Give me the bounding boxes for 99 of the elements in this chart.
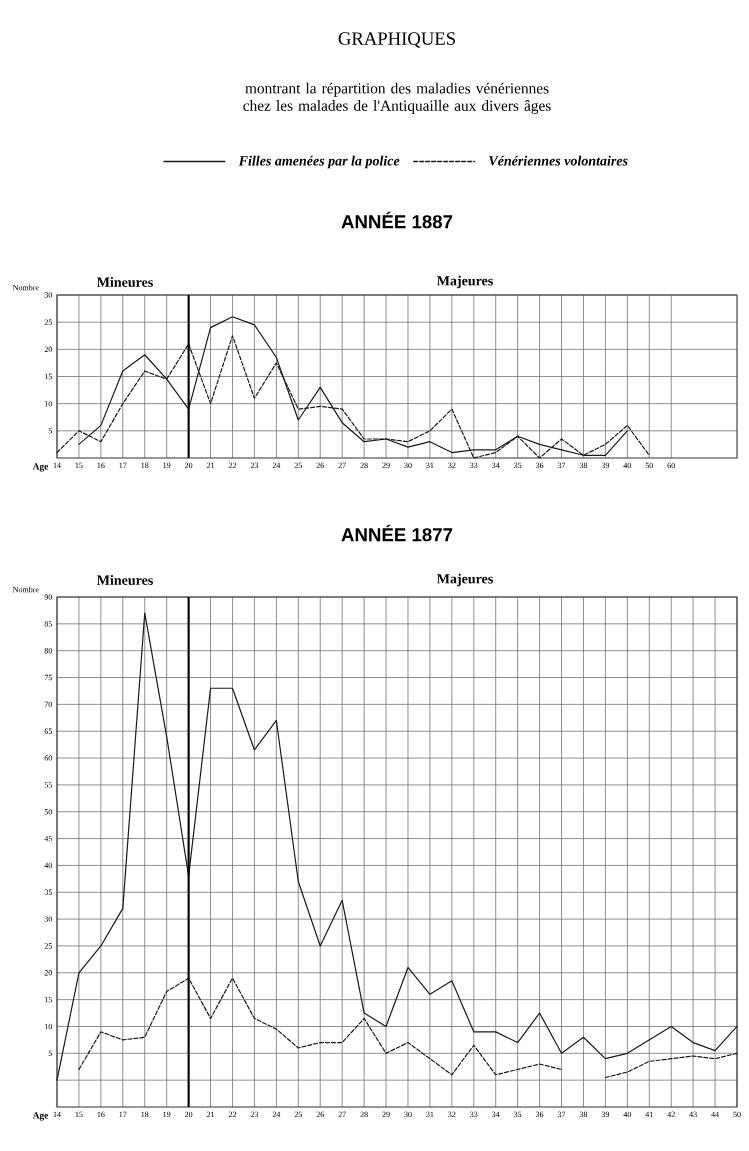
- y-tick-label: 25: [44, 319, 52, 325]
- x-tick-label: 50: [733, 1111, 741, 1118]
- x-tick-label: 17: [119, 1111, 127, 1117]
- chart-title: ANNÉE 1877: [341, 524, 453, 542]
- text: Mineures: [96, 277, 153, 287]
- x-tick-label: 28: [360, 462, 368, 469]
- x-tick-label: 18: [141, 462, 149, 469]
- y-tick-label: 20: [44, 970, 52, 976]
- x-tick-label: 15: [75, 462, 83, 469]
- x-tick-label: 39: [601, 462, 610, 469]
- y-tick-label: 45: [44, 835, 52, 842]
- x-tick-label: 38: [579, 462, 588, 469]
- y-tick-label: 25: [44, 943, 52, 949]
- x-tick-label: 60: [667, 462, 675, 469]
- x-tick-label: 42: [667, 1111, 675, 1117]
- x-tick-label: 20: [184, 462, 193, 469]
- x-tick-label: 26: [316, 1111, 324, 1118]
- y-tick-label: 15: [45, 373, 52, 380]
- y-tick-label: 20: [44, 346, 52, 353]
- x-tick-label: 14: [53, 1111, 61, 1117]
- x-tick-label: 32: [448, 1111, 456, 1118]
- x-tick-label: 18: [141, 1111, 149, 1118]
- y-tick-label: 70: [44, 701, 52, 708]
- x-tick-label: 50: [645, 462, 653, 469]
- y-tick-label: 15: [45, 996, 52, 1003]
- x-tick-label: 43: [689, 1111, 697, 1118]
- text: Mineures: [96, 575, 153, 585]
- y-tick-label: 50: [44, 809, 52, 815]
- y-tick-label: 75: [44, 674, 52, 681]
- x-tick-label: 29: [382, 1111, 390, 1118]
- text: Majeures: [436, 275, 493, 289]
- y-axis-title: Nombre: [12, 586, 39, 593]
- x-tick-label: 40: [623, 1111, 632, 1118]
- text: Majeures: [436, 573, 493, 587]
- x-axis-title: Age: [32, 1112, 49, 1121]
- y-tick-label: 85: [44, 621, 52, 627]
- legend-label: Vénériennes volontaires: [489, 155, 628, 166]
- y-tick-label: 60: [44, 755, 52, 761]
- x-tick-label: 37: [557, 462, 566, 469]
- x-tick-label: 24: [272, 1111, 281, 1117]
- x-tick-label: 33: [470, 1111, 478, 1118]
- chart-title: GRAPHIQUES: [338, 32, 455, 48]
- y-tick-label: 35: [44, 889, 52, 895]
- x-tick-label: 27: [338, 1111, 346, 1117]
- legend-label: Filles amenées par la police: [238, 155, 400, 169]
- x-tick-label: 30: [404, 462, 412, 469]
- x-tick-label: 40: [623, 462, 632, 469]
- y-tick-label: 55: [44, 782, 52, 788]
- x-tick-label: 31: [426, 462, 434, 469]
- x-tick-label: 25: [294, 462, 302, 469]
- x-tick-label: 20: [184, 1111, 193, 1118]
- y-tick-label: 10: [45, 400, 52, 407]
- x-tick-label: 39: [601, 1111, 610, 1118]
- x-tick-label: 34: [492, 1111, 500, 1118]
- x-tick-label: 34: [492, 462, 500, 469]
- x-tick-label: 21: [206, 1111, 215, 1117]
- x-tick-label: 22: [228, 1111, 237, 1117]
- x-tick-label: 30: [404, 1111, 412, 1118]
- x-axis-title: Age: [32, 463, 49, 472]
- x-tick-label: 24: [272, 462, 281, 468]
- y-axis-title: Nombre: [12, 284, 39, 291]
- y-tick-label: 30: [44, 916, 52, 922]
- y-tick-label: 10: [45, 1023, 52, 1030]
- x-tick-label: 35: [514, 462, 522, 469]
- y-tick-label: 40: [44, 862, 52, 869]
- x-tick-label: 19: [163, 462, 171, 469]
- x-tick-label: 26: [316, 462, 324, 469]
- chart-subtitle: montrant la répartition des maladies vénériennes chez les malades de l'Antiquaille aux divers âges: [243, 82, 551, 115]
- y-tick-label: 65: [44, 728, 52, 734]
- x-tick-label: 14: [53, 462, 61, 468]
- x-tick-label: 19: [163, 1111, 171, 1118]
- x-tick-label: 36: [535, 462, 544, 469]
- x-tick-label: 36: [535, 1111, 544, 1118]
- y-tick-label: 80: [44, 647, 52, 654]
- x-tick-label: 21: [206, 462, 215, 468]
- x-tick-label: 16: [97, 1111, 105, 1118]
- x-tick-label: 16: [97, 462, 105, 469]
- x-tick-label: 15: [75, 1111, 83, 1118]
- x-tick-label: 44: [711, 1111, 719, 1117]
- x-tick-label: 22: [228, 462, 237, 468]
- x-tick-label: 41: [645, 1111, 653, 1117]
- text: ANNÉE 1887: [341, 211, 453, 229]
- x-tick-label: 32: [448, 462, 456, 469]
- y-tick-label: 5: [48, 1050, 52, 1056]
- x-tick-label: 23: [250, 462, 259, 469]
- y-tick-label: 90: [44, 594, 52, 600]
- x-tick-label: 17: [119, 462, 127, 468]
- x-tick-label: 29: [382, 462, 390, 469]
- x-tick-label: 31: [426, 1111, 434, 1118]
- x-tick-label: 27: [338, 462, 346, 468]
- x-tick-label: 23: [250, 1111, 259, 1118]
- y-tick-label: 30: [44, 292, 52, 298]
- x-tick-label: 28: [360, 1111, 368, 1118]
- x-tick-label: 38: [579, 1111, 588, 1118]
- x-tick-label: 37: [557, 1111, 566, 1118]
- y-tick-label: 5: [48, 428, 52, 434]
- x-tick-label: 33: [470, 462, 478, 469]
- x-tick-label: 25: [294, 1111, 302, 1118]
- x-tick-label: 35: [514, 1111, 522, 1118]
